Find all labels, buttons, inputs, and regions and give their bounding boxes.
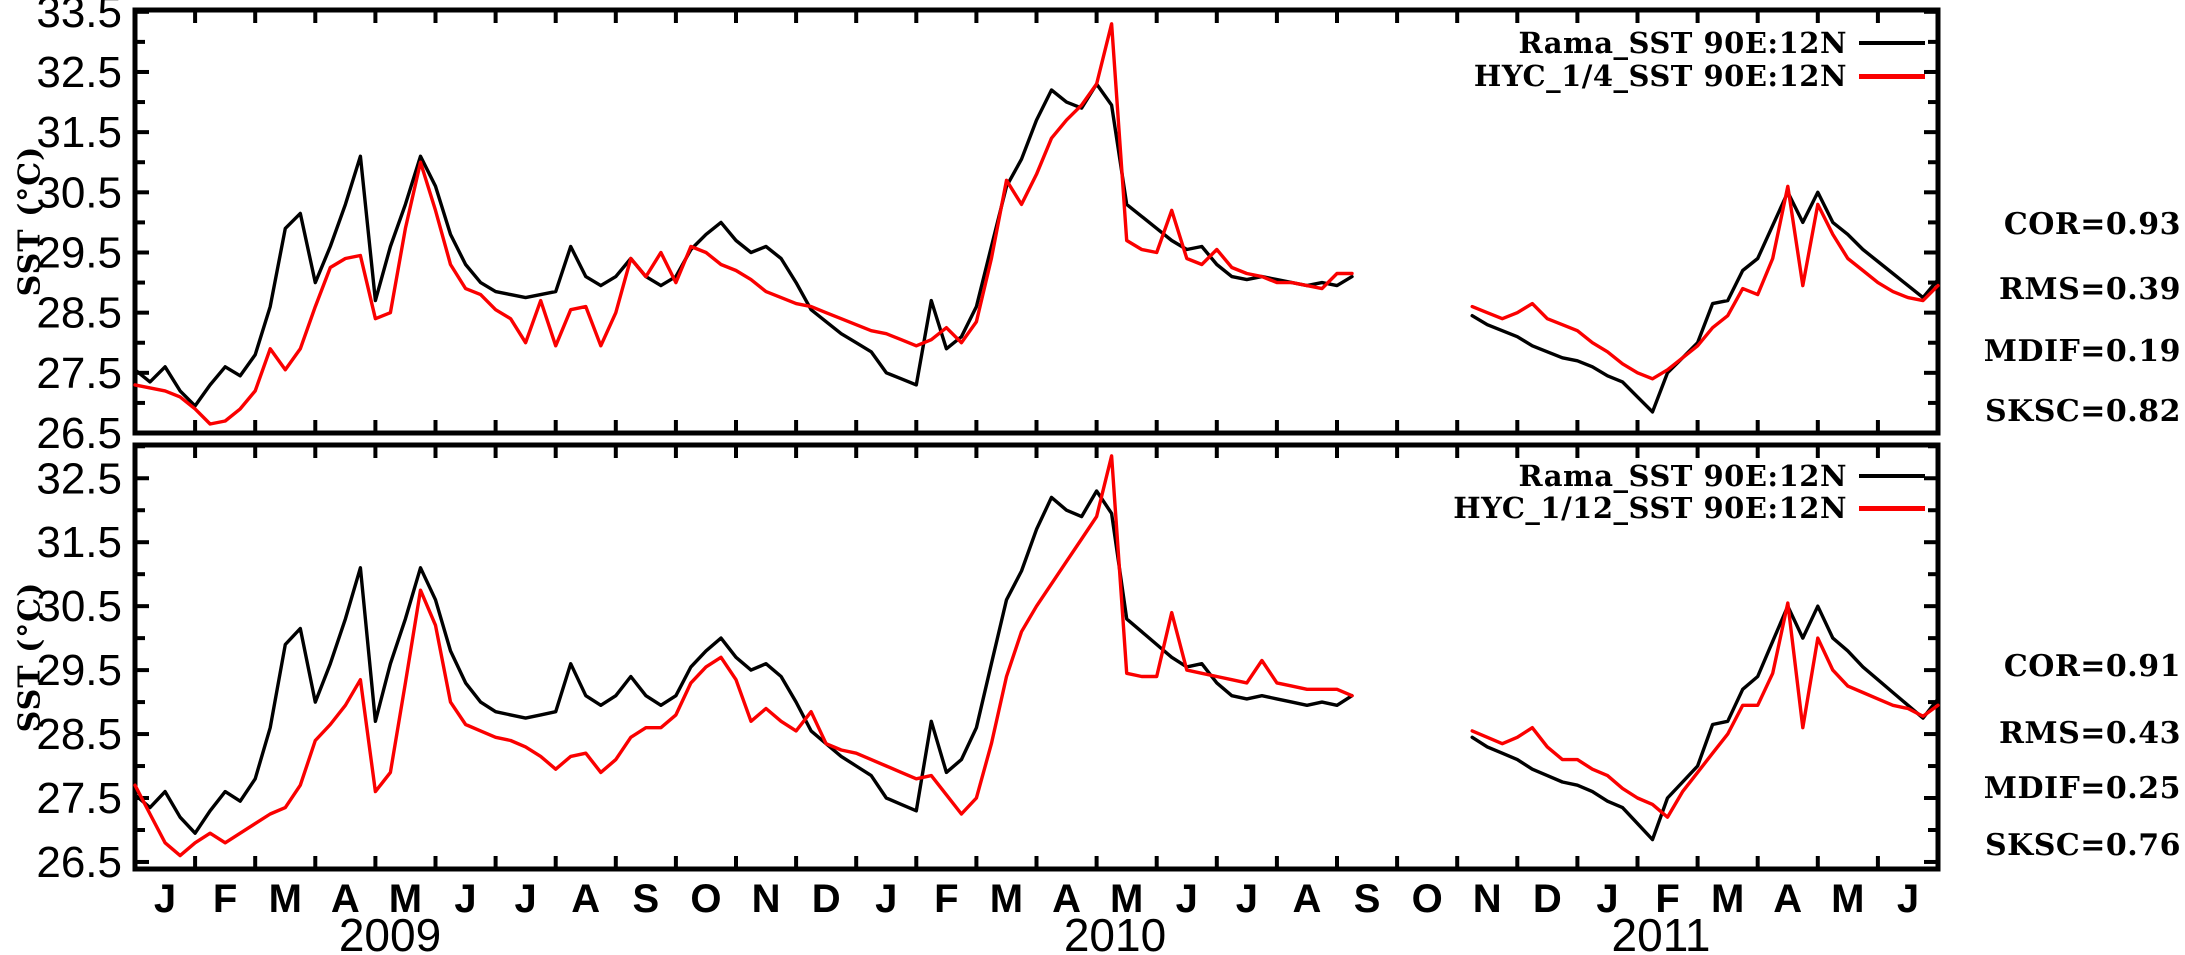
month-label: A [1052, 877, 1081, 921]
series-rama [133, 82, 1940, 414]
month-label: J [154, 877, 176, 921]
legend-line-red-top [1859, 73, 1925, 79]
series-rama [133, 489, 1940, 842]
month-label: A [1773, 877, 1802, 921]
legend-label-hyc112: HYC_1/12_SST 90E:12N [1453, 491, 1847, 525]
y-tick-labels: 33.5 32.5 31.5 30.5 29.5 28.5 27.5 26.5 [36, 0, 122, 458]
month-label: M [389, 877, 422, 921]
legend-label-rama-bottom: Rama_SST 90E:12N [1518, 459, 1847, 493]
legend-label-rama-top: Rama_SST 90E:12N [1518, 26, 1847, 60]
series-hycom [133, 22, 1940, 426]
year-label: 2009 [339, 909, 441, 955]
y-tick-labels: 32.5 31.5 30.5 29.5 28.5 27.5 26.5 [36, 454, 122, 887]
y-tick-label: 27.5 [36, 774, 122, 823]
month-label: D [1533, 877, 1562, 921]
month-label: N [1473, 877, 1502, 921]
y-axis-title-top: SST (°C) [12, 145, 48, 297]
stat-rms-top: RMS=0.39 [1998, 272, 2181, 307]
month-label: N [752, 877, 781, 921]
y-tick-label: 26.5 [36, 409, 122, 458]
stat-sksc-bottom: SKSC=0.76 [1985, 828, 2181, 863]
month-label: A [331, 877, 360, 921]
legend-row-rama-bottom: Rama_SST 90E:12N [1518, 459, 1925, 493]
year-label: 2010 [1064, 909, 1166, 955]
month-label: O [690, 877, 721, 921]
month-label: M [269, 877, 302, 921]
month-label: D [812, 877, 841, 921]
y-tick-label: 28.5 [36, 289, 122, 338]
y-tick-label: 29.5 [36, 228, 122, 277]
y-tick-label: 32.5 [36, 48, 122, 97]
legend-line-black-bottom [1859, 474, 1925, 478]
month-label: J [875, 877, 897, 921]
x-ticks [133, 445, 1940, 869]
stat-mdif-bottom: MDIF=0.25 [1983, 771, 2181, 806]
legend-line-black-top [1859, 41, 1925, 45]
legend-label-hyc14: HYC_1/4_SST 90E:12N [1473, 59, 1847, 93]
month-label: M [1711, 877, 1744, 921]
month-label: A [571, 877, 600, 921]
month-label: F [1655, 877, 1679, 921]
month-label: J [515, 877, 537, 921]
series-hycom [133, 454, 1940, 858]
month-label: S [1354, 877, 1381, 921]
y-tick-label: 32.5 [36, 454, 122, 503]
y-tick-label: 31.5 [36, 518, 122, 567]
month-label: A [1293, 877, 1322, 921]
month-label: F [213, 877, 237, 921]
panel-bottom: 32.5 31.5 30.5 29.5 28.5 27.5 26.5 [36, 442, 1941, 887]
y-tick-label: 30.5 [36, 168, 122, 217]
legend-row-rama-top: Rama_SST 90E:12N [1518, 26, 1925, 60]
month-label: J [454, 877, 476, 921]
y-tick-label: 29.5 [36, 646, 122, 695]
year-label: 2011 [1612, 909, 1711, 955]
legend-row-hyc112: HYC_1/12_SST 90E:12N [1453, 491, 1925, 525]
year-labels: 2009 2010 2011 [339, 909, 1711, 955]
month-label: M [990, 877, 1023, 921]
stat-sksc-top: SKSC=0.82 [1985, 394, 2181, 429]
panel-top: 33.5 32.5 31.5 30.5 29.5 28.5 27.5 26.5 [36, 0, 1941, 458]
legend-line-red-bottom [1859, 505, 1925, 511]
stat-cor-bottom: COR=0.91 [2003, 649, 2181, 684]
stat-cor-top: COR=0.93 [2003, 207, 2181, 242]
y-axis-title-bottom: SST (°C) [12, 581, 48, 733]
legend-row-hyc14: HYC_1/4_SST 90E:12N [1474, 59, 1925, 93]
y-tick-label: 28.5 [36, 710, 122, 759]
stat-rms-bottom: RMS=0.43 [1998, 716, 2181, 751]
y-tick-label: 33.5 [36, 0, 122, 37]
y-tick-label: 31.5 [36, 108, 122, 157]
month-label: S [633, 877, 660, 921]
stat-mdif-top: MDIF=0.19 [1983, 334, 2181, 369]
month-label: J [1897, 877, 1919, 921]
month-label: J [1176, 877, 1198, 921]
month-label: M [1110, 877, 1143, 921]
month-label: J [1236, 877, 1258, 921]
month-label: O [1412, 877, 1443, 921]
month-label: M [1831, 877, 1864, 921]
y-tick-label: 26.5 [36, 838, 122, 887]
y-tick-label: 27.5 [36, 349, 122, 398]
month-label: F [934, 877, 958, 921]
y-tick-label: 30.5 [36, 582, 122, 631]
month-label: J [1596, 877, 1618, 921]
x-ticks [133, 10, 1940, 433]
